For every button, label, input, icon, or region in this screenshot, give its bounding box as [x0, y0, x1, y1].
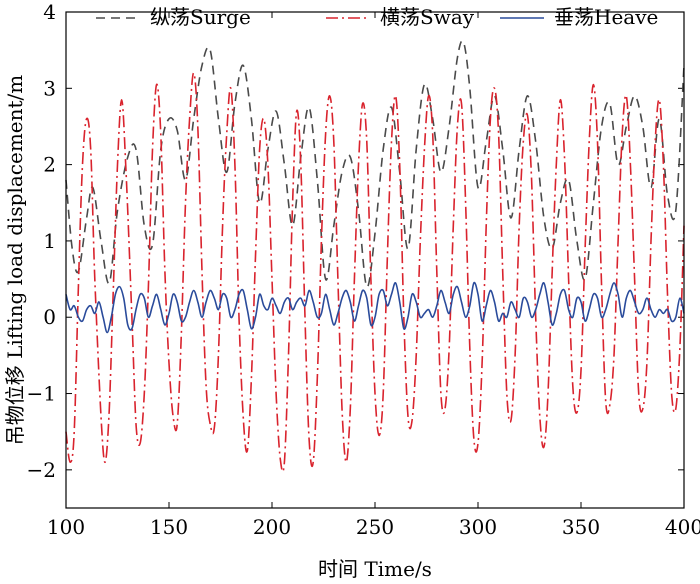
tick-labels: 100 150 200 250 300 350 400 4 3 2 1 0 −1 −2 — [27, 0, 700, 539]
y-tick-label: −2 — [27, 458, 56, 482]
series-line-1 — [65, 72, 685, 473]
y-tick-label: 3 — [43, 76, 56, 100]
y-tick-label: 2 — [43, 153, 56, 177]
plot-frame — [65, 11, 685, 509]
y-tick-label: 1 — [43, 229, 56, 253]
x-tick-label: 250 — [356, 515, 394, 539]
legend: 纵荡Surge 横荡Sway 垂荡Heave — [96, 5, 658, 29]
y-tick-label: −1 — [27, 382, 56, 406]
series-line-2 — [65, 281, 685, 334]
x-tick-label: 200 — [253, 515, 291, 539]
y-tick-label: 4 — [43, 0, 56, 24]
tick-marks — [65, 11, 685, 508]
y-axis-label: 吊物位移 Lifting load displacement/m — [3, 75, 27, 446]
x-tick-label: 350 — [562, 515, 600, 539]
x-tick-label: 100 — [47, 515, 85, 539]
legend-label: 横荡Sway — [380, 5, 475, 29]
x-tick-label: 300 — [459, 515, 497, 539]
y-tick-label: 0 — [43, 305, 56, 329]
x-axis-label: 时间 Time/s — [318, 557, 432, 581]
x-tick-label: 150 — [150, 515, 188, 539]
legend-label: 纵荡Surge — [150, 5, 251, 29]
series-line-0 — [65, 39, 685, 288]
legend-label: 垂荡Heave — [554, 5, 658, 29]
series-lines — [65, 39, 685, 473]
x-tick-label: 400 — [665, 515, 700, 539]
